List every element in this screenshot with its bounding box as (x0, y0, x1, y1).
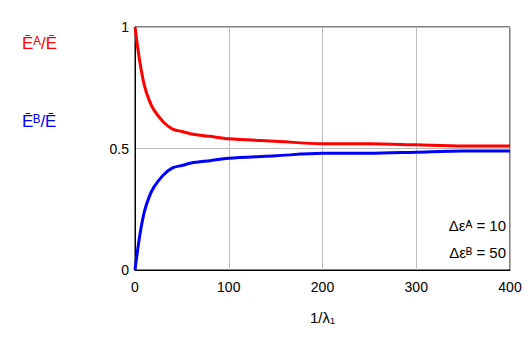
svg-text:Δεᴬ = 10: Δεᴬ = 10 (449, 217, 506, 234)
svg-text:200: 200 (311, 279, 335, 295)
svg-text:400: 400 (498, 279, 522, 295)
svg-text:1/λ₁: 1/λ₁ (310, 309, 335, 326)
svg-text:0: 0 (131, 279, 139, 295)
svg-text:100: 100 (217, 279, 241, 295)
svg-text:Ēᴬ/Ē: Ēᴬ/Ē (22, 34, 57, 53)
svg-text:Δεᴮ = 50: Δεᴮ = 50 (449, 244, 506, 261)
svg-text:Ēᴮ/Ē: Ēᴮ/Ē (22, 112, 56, 131)
svg-text:0.5: 0.5 (110, 141, 130, 157)
svg-text:1: 1 (121, 19, 129, 35)
svg-text:300: 300 (405, 279, 429, 295)
svg-text:0: 0 (121, 262, 129, 278)
